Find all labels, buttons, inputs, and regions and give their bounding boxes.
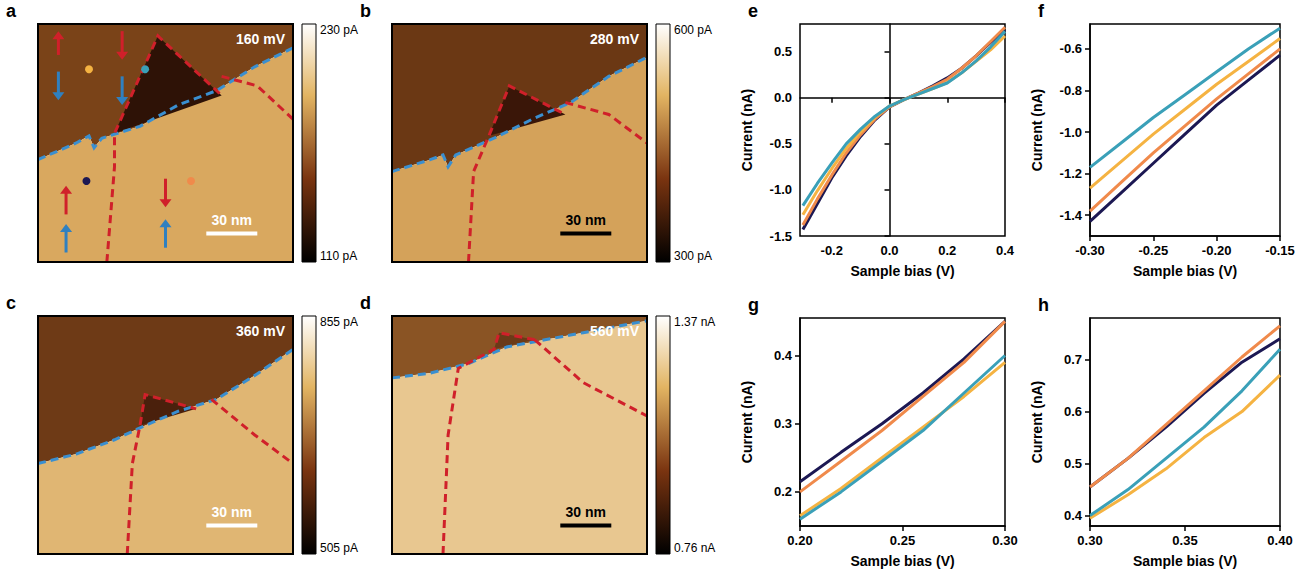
svg-text:0.30: 0.30 xyxy=(992,533,1017,548)
svg-text:0.2: 0.2 xyxy=(774,484,792,499)
svg-text:Sample bias (V): Sample bias (V) xyxy=(850,553,954,569)
svg-text:0.30: 0.30 xyxy=(1077,533,1102,548)
svg-text:0.5: 0.5 xyxy=(774,44,792,59)
svg-text:a: a xyxy=(6,1,17,21)
svg-text:Current (nA): Current (nA) xyxy=(739,381,755,463)
svg-text:e: e xyxy=(748,1,758,21)
svg-text:-1.0: -1.0 xyxy=(770,182,792,197)
svg-text:0.6: 0.6 xyxy=(1064,404,1082,419)
svg-text:560 mV: 560 mV xyxy=(590,323,640,339)
svg-text:Current (nA): Current (nA) xyxy=(1029,381,1045,463)
svg-text:-0.20: -0.20 xyxy=(1202,243,1232,258)
svg-text:0.20: 0.20 xyxy=(787,533,812,548)
svg-text:-0.30: -0.30 xyxy=(1075,243,1105,258)
svg-text:Sample bias (V): Sample bias (V) xyxy=(1133,263,1237,279)
svg-text:0.35: 0.35 xyxy=(1172,533,1197,548)
svg-text:0.0: 0.0 xyxy=(880,243,898,258)
svg-text:0.4: 0.4 xyxy=(774,348,793,363)
svg-text:0.7: 0.7 xyxy=(1064,352,1082,367)
svg-text:0.76 nA: 0.76 nA xyxy=(674,541,715,555)
svg-text:230 pA: 230 pA xyxy=(320,23,358,37)
svg-text:30 nm: 30 nm xyxy=(566,504,606,520)
svg-text:300 pA: 300 pA xyxy=(674,249,712,263)
svg-text:0.40: 0.40 xyxy=(1267,533,1292,548)
svg-text:-0.25: -0.25 xyxy=(1139,243,1169,258)
svg-text:f: f xyxy=(1038,1,1045,21)
svg-text:0.3: 0.3 xyxy=(774,416,792,431)
svg-text:Sample bias (V): Sample bias (V) xyxy=(850,263,954,279)
svg-text:30 nm: 30 nm xyxy=(212,504,252,520)
svg-text:-1.0: -1.0 xyxy=(1060,125,1082,140)
svg-text:0.0: 0.0 xyxy=(774,90,792,105)
svg-text:30 nm: 30 nm xyxy=(566,212,606,228)
svg-text:-0.6: -0.6 xyxy=(1060,41,1082,56)
svg-text:0.2: 0.2 xyxy=(938,243,956,258)
svg-text:-0.5: -0.5 xyxy=(770,136,792,151)
svg-text:280 mV: 280 mV xyxy=(590,31,640,47)
svg-text:-1.5: -1.5 xyxy=(770,229,792,244)
svg-text:0.25: 0.25 xyxy=(890,533,915,548)
svg-text:505 pA: 505 pA xyxy=(320,541,358,555)
svg-text:h: h xyxy=(1038,295,1049,315)
svg-text:30 nm: 30 nm xyxy=(212,212,252,228)
svg-text:-0.15: -0.15 xyxy=(1265,243,1295,258)
svg-text:b: b xyxy=(360,1,371,21)
svg-text:-1.2: -1.2 xyxy=(1060,166,1082,181)
svg-text:Sample bias (V): Sample bias (V) xyxy=(1133,553,1237,569)
svg-text:-0.8: -0.8 xyxy=(1060,83,1082,98)
svg-text:1.37 nA: 1.37 nA xyxy=(674,315,715,329)
svg-text:-1.4: -1.4 xyxy=(1060,208,1083,223)
svg-text:0.5: 0.5 xyxy=(1064,456,1082,471)
svg-text:360 mV: 360 mV xyxy=(236,323,286,339)
svg-text:0.4: 0.4 xyxy=(996,243,1015,258)
svg-text:855 pA: 855 pA xyxy=(320,315,358,329)
svg-text:160 mV: 160 mV xyxy=(236,31,286,47)
svg-text:-0.2: -0.2 xyxy=(821,243,843,258)
svg-text:d: d xyxy=(360,293,371,313)
svg-text:c: c xyxy=(6,293,16,313)
svg-text:Current (nA): Current (nA) xyxy=(739,89,755,171)
svg-text:600 pA: 600 pA xyxy=(674,23,712,37)
svg-text:110 pA: 110 pA xyxy=(320,249,357,263)
svg-text:g: g xyxy=(748,295,759,315)
svg-text:Current (nA): Current (nA) xyxy=(1029,89,1045,171)
svg-text:0.4: 0.4 xyxy=(1064,508,1083,523)
